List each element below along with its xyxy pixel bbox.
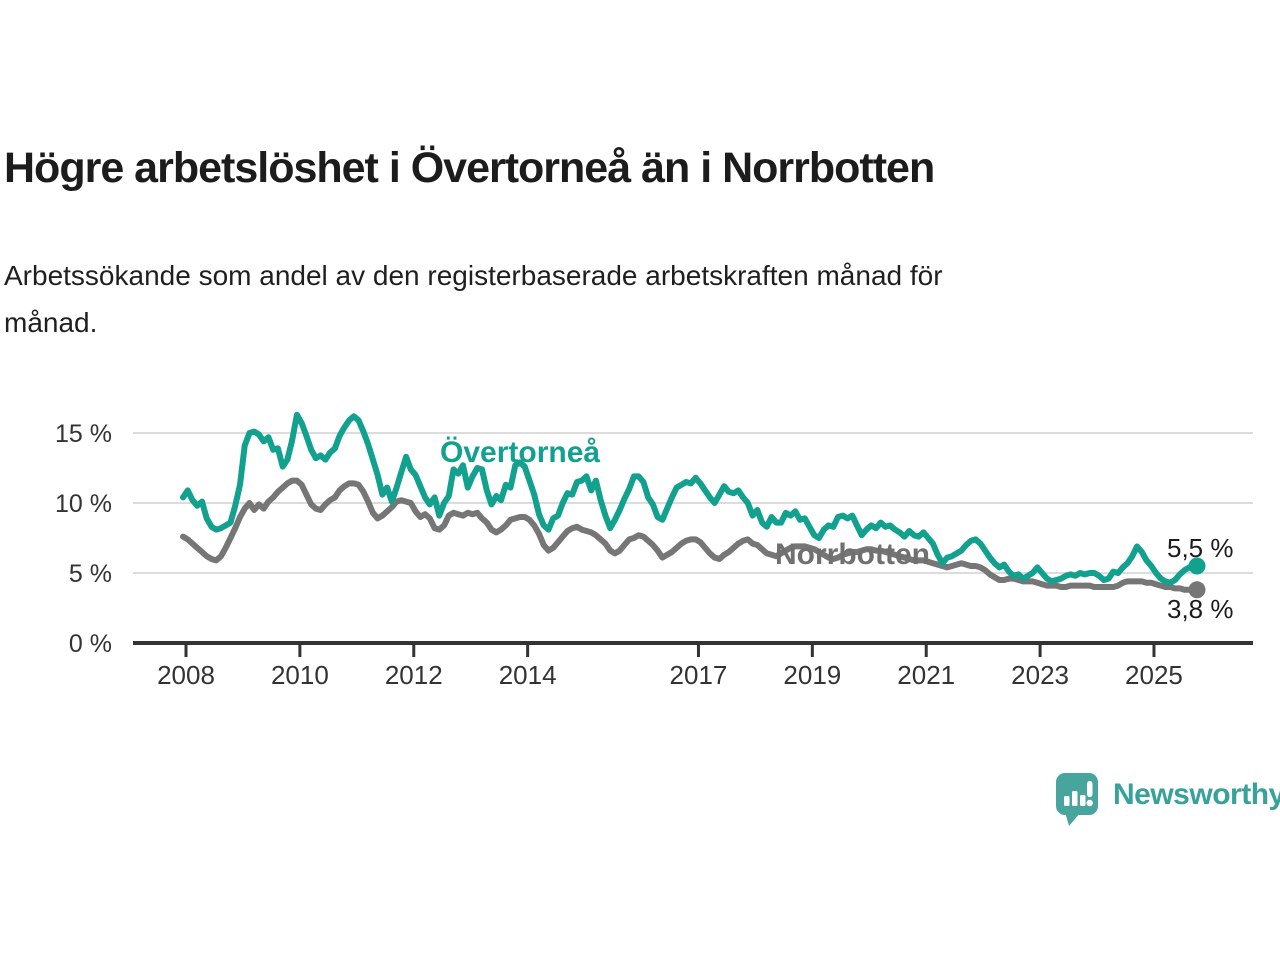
series-line-vertorne (180, 411, 1197, 586)
newsworthy-logo-icon (1056, 773, 1098, 826)
chart-title: Högre arbetslöshet i Övertorneå än i Nor… (4, 144, 935, 192)
series-label-overtornea: Övertorneå (440, 436, 601, 469)
y-tick-label: 0 % (69, 630, 112, 658)
x-tick-label: 2023 (1011, 660, 1069, 690)
end-value-label-norrbotten: 3,8 % (1167, 594, 1234, 624)
x-tick-label: 2021 (897, 660, 955, 690)
line-chart: 0 % 5 % 10 % 15 % 2008 2010 2012 2014 2017 2019 20… (0, 378, 1280, 718)
x-tick-label: 2017 (670, 660, 728, 690)
y-tick-label: 15 % (55, 420, 112, 448)
newsworthy-branding: Newsworthy (1055, 772, 1280, 828)
series-line-norrbotten (180, 477, 1197, 593)
series-end-dot-vertorne (1188, 557, 1206, 575)
newsworthy-logo-text: Newsworthy (1113, 778, 1280, 811)
x-tick-label: 2008 (157, 660, 215, 690)
chart-plot-area: 0 % 5 % 10 % 15 % 2008 2010 2012 2014 2017 2019 20… (55, 411, 1253, 690)
series-label-norrbotten: Norrbotten (775, 538, 930, 571)
series-end-dot-norrbotten (1188, 581, 1206, 599)
x-tick-label: 2019 (783, 660, 841, 690)
x-tick-label: 2014 (499, 660, 557, 690)
x-tick-label: 2012 (385, 660, 443, 690)
end-value-label-overtornea: 5,5 % (1167, 533, 1234, 563)
subtitle-line-2: månad. (4, 307, 98, 338)
subtitle-line-1: Arbetssökande som andel av den registerb… (4, 260, 943, 291)
x-tick-label: 2025 (1125, 660, 1183, 690)
y-tick-label: 5 % (69, 560, 112, 588)
y-tick-label: 10 % (55, 490, 112, 518)
chart-subtitle: Arbetssökande som andel av den registerb… (4, 252, 1204, 346)
x-tick-label: 2010 (271, 660, 329, 690)
